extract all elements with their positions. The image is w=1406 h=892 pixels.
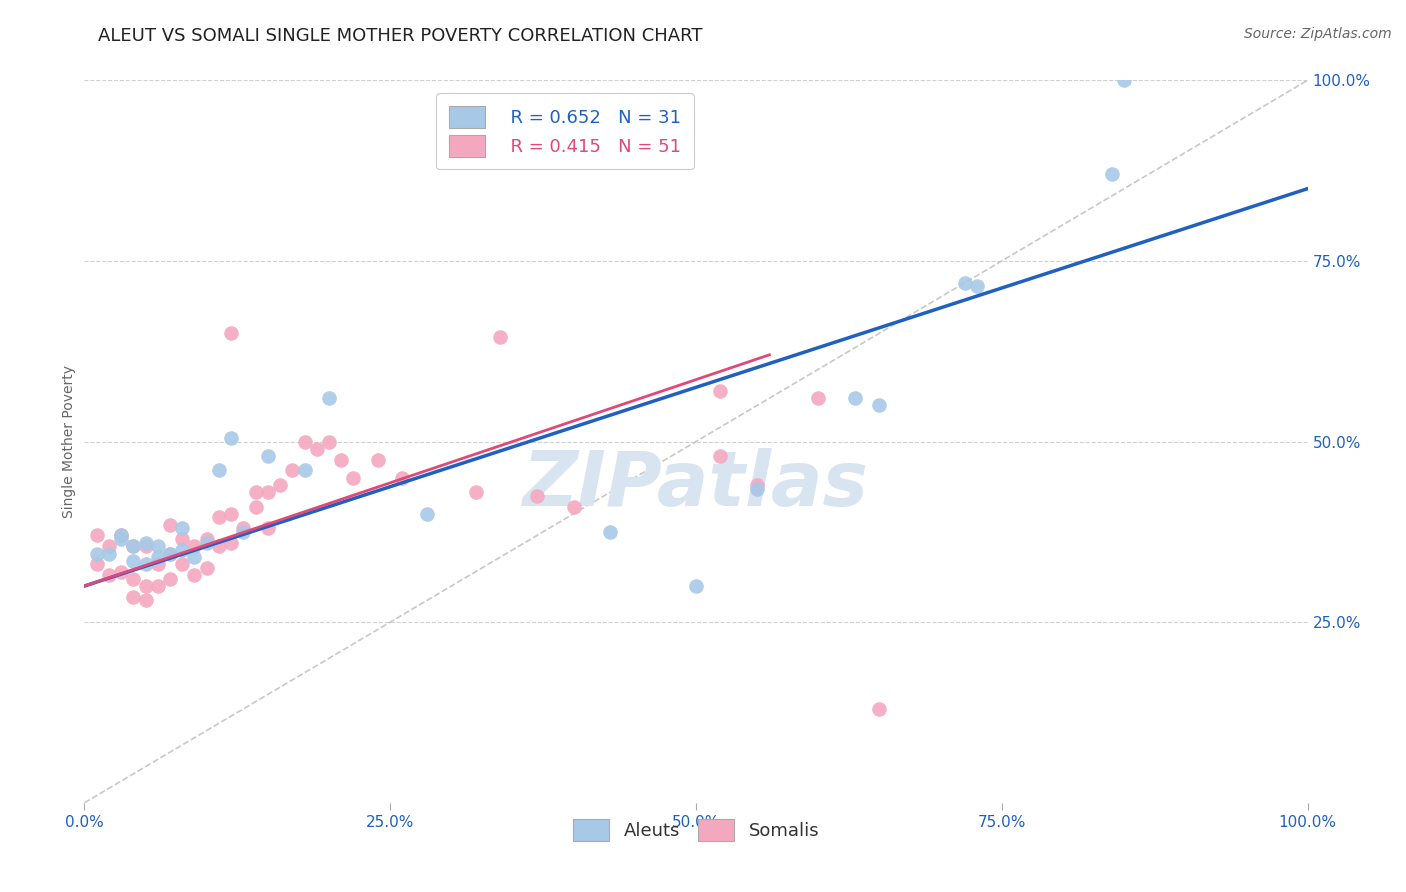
Point xyxy=(807,391,830,405)
Point xyxy=(146,579,169,593)
Y-axis label: Single Mother Poverty: Single Mother Poverty xyxy=(62,365,76,518)
Point xyxy=(464,485,486,500)
Point xyxy=(86,528,108,542)
Point xyxy=(122,590,145,604)
Point xyxy=(747,482,769,496)
Point xyxy=(122,554,145,568)
Point xyxy=(219,535,242,549)
Legend: Aleuts, Somalis: Aleuts, Somalis xyxy=(565,812,827,848)
Point xyxy=(159,547,181,561)
Point xyxy=(172,558,194,572)
Point xyxy=(110,528,132,542)
Point xyxy=(110,528,132,542)
Point xyxy=(245,500,267,514)
Point xyxy=(367,452,389,467)
Point xyxy=(318,391,340,405)
Point xyxy=(122,572,145,586)
Point xyxy=(146,558,169,572)
Point xyxy=(183,550,205,565)
Point xyxy=(135,558,157,572)
Point xyxy=(257,449,280,463)
Point xyxy=(219,507,242,521)
Point xyxy=(391,470,413,484)
Point xyxy=(489,330,512,344)
Point xyxy=(122,539,145,553)
Point xyxy=(208,510,231,524)
Point xyxy=(97,547,120,561)
Point xyxy=(305,442,328,456)
Point xyxy=(709,449,731,463)
Point xyxy=(219,326,242,340)
Point xyxy=(342,470,364,484)
Point xyxy=(135,579,157,593)
Point xyxy=(208,539,231,553)
Point xyxy=(953,276,976,290)
Point xyxy=(269,478,291,492)
Point xyxy=(747,478,769,492)
Point xyxy=(685,579,707,593)
Point xyxy=(966,279,988,293)
Point xyxy=(86,547,108,561)
Point xyxy=(869,398,891,412)
Point xyxy=(135,593,157,607)
Point xyxy=(1114,73,1136,87)
Point xyxy=(97,539,120,553)
Point xyxy=(183,539,205,553)
Point xyxy=(159,547,181,561)
Point xyxy=(599,524,621,539)
Point xyxy=(219,431,242,445)
Point xyxy=(172,521,194,535)
Point xyxy=(869,702,891,716)
Point xyxy=(294,463,316,477)
Point xyxy=(86,558,108,572)
Point xyxy=(232,524,254,539)
Point xyxy=(257,485,280,500)
Point xyxy=(1101,167,1123,181)
Point xyxy=(146,539,169,553)
Point xyxy=(110,565,132,579)
Point xyxy=(526,489,548,503)
Point xyxy=(416,507,439,521)
Point xyxy=(122,539,145,553)
Point xyxy=(159,517,181,532)
Point xyxy=(195,561,218,575)
Point xyxy=(330,452,353,467)
Point xyxy=(172,532,194,546)
Point xyxy=(281,463,304,477)
Point xyxy=(208,463,231,477)
Point xyxy=(257,521,280,535)
Point xyxy=(172,542,194,557)
Point xyxy=(245,485,267,500)
Point xyxy=(135,535,157,549)
Point xyxy=(159,572,181,586)
Point xyxy=(844,391,866,405)
Point xyxy=(294,434,316,449)
Point xyxy=(709,384,731,398)
Text: ALEUT VS SOMALI SINGLE MOTHER POVERTY CORRELATION CHART: ALEUT VS SOMALI SINGLE MOTHER POVERTY CO… xyxy=(98,27,703,45)
Point xyxy=(183,568,205,582)
Text: ZIPatlas: ZIPatlas xyxy=(523,448,869,522)
Point xyxy=(110,532,132,546)
Point xyxy=(195,532,218,546)
Point xyxy=(146,550,169,565)
Point xyxy=(318,434,340,449)
Point xyxy=(97,568,120,582)
Point xyxy=(232,521,254,535)
Point xyxy=(135,539,157,553)
Text: Source: ZipAtlas.com: Source: ZipAtlas.com xyxy=(1244,27,1392,41)
Point xyxy=(195,535,218,549)
Point xyxy=(562,500,585,514)
